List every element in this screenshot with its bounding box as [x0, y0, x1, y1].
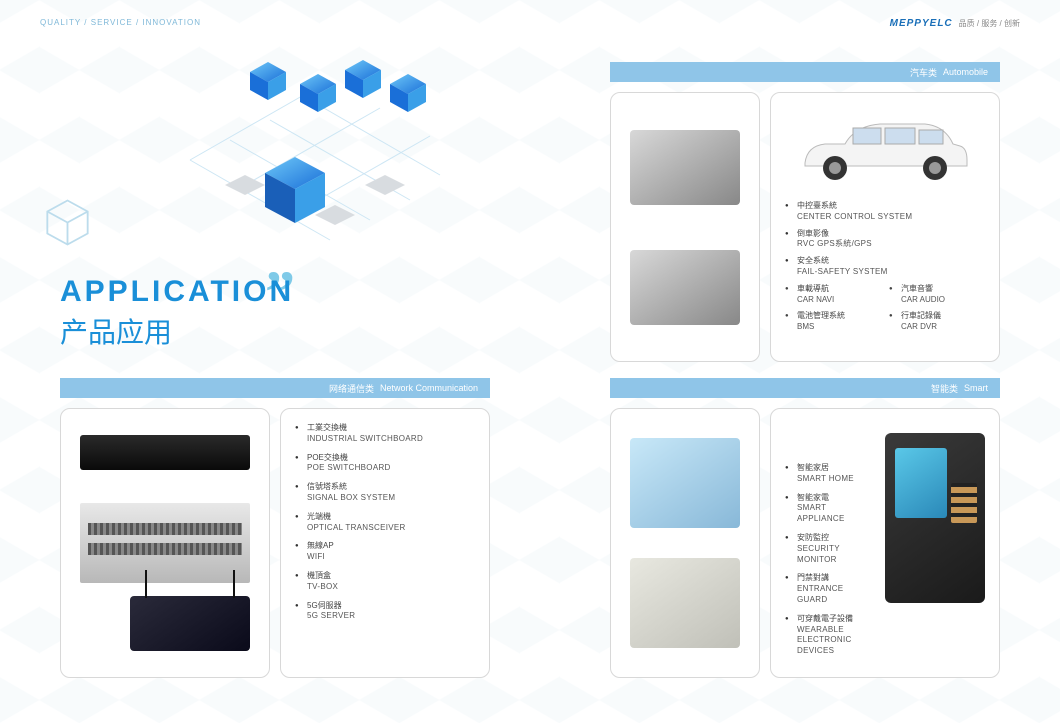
top-tagline-left: QUALITY / SERVICE / INNOVATION — [40, 18, 201, 27]
section-bar-auto-cn: 汽车类 — [910, 66, 937, 79]
list-item: POE交換機POE SWITCHBOARD — [295, 453, 475, 475]
card-network-images — [60, 408, 270, 678]
list-item: ●行車記錄儀CAR DVR — [889, 311, 985, 333]
auto-list: 中控臺系統CENTER CONTROL SYSTEM 倒車影像RVC GPS系統/… — [785, 201, 985, 278]
card-smart-text: 智能家居SMART HOME 智能家電SMART APPLIANCE 安防監控SEC… — [770, 408, 1000, 678]
img-suv-car — [795, 108, 975, 188]
card-network-text: 工業交換機INDUSTRIAL SWITCHBOARD POE交換機POE SWI… — [280, 408, 490, 678]
list-item: 信號塔系統SIGNAL BOX SYSTEM — [295, 482, 475, 504]
card-smart-images — [610, 408, 760, 678]
network-list: 工業交換機INDUSTRIAL SWITCHBOARD POE交換機POE SWI… — [295, 423, 475, 622]
list-item: 5G伺服器5G SERVER — [295, 601, 475, 623]
img-car-interior — [630, 250, 740, 325]
list-item: 工業交換機INDUSTRIAL SWITCHBOARD — [295, 423, 475, 445]
list-item: 門禁對講ENTRANCE GUARD — [785, 573, 875, 605]
cube-outline-icon — [40, 195, 95, 250]
section-bar-network-en: Network Communication — [380, 383, 478, 393]
list-item: 智能家居SMART HOME — [785, 463, 875, 485]
hero-title-cn: 产品应用 — [60, 311, 294, 351]
section-bar-auto: 汽车类 Automobile — [610, 62, 1000, 82]
list-item: 機頂盒TV-BOX — [295, 571, 475, 593]
list-item: 安防監控SECURITY MONITOR — [785, 533, 875, 565]
section-bar-smart-cn: 智能类 — [931, 382, 958, 395]
hero-title: APPLICATION 产品应用 — [60, 275, 294, 351]
list-item: 無線APWIFI — [295, 541, 475, 563]
section-bar-network-cn: 网络通信类 — [329, 382, 374, 395]
brand-logo: MEPPYELC — [890, 18, 953, 29]
isometric-diagram — [170, 40, 460, 270]
card-auto-images — [610, 92, 760, 362]
top-tagline-cn: 品质 / 服务 / 创新 — [959, 18, 1020, 29]
img-smart-livingroom — [630, 438, 740, 528]
section-bar-smart-en: Smart — [964, 383, 988, 393]
section-bar-auto-en: Automobile — [943, 67, 988, 77]
list-item: 可穿戴電子設備WEARABLE ELECTRONIC DEVICES — [785, 614, 875, 657]
list-item: ●汽車音響CAR AUDIO — [889, 284, 985, 306]
list-item: 安全系统FAIL-SAFETY SYSTEM — [785, 256, 985, 278]
img-server-rack — [80, 503, 250, 583]
top-tagline-right: MEPPYELC 品质 / 服务 / 创新 — [890, 18, 1020, 29]
img-intercom-device — [885, 433, 985, 603]
list-item: 智能家電SMART APPLIANCE — [785, 493, 875, 525]
list-item: 中控臺系統CENTER CONTROL SYSTEM — [785, 201, 985, 223]
card-auto-text: 中控臺系統CENTER CONTROL SYSTEM 倒車影像RVC GPS系統/… — [770, 92, 1000, 362]
img-industrial-switch — [80, 435, 250, 470]
list-item: ●電池管理系統BMS — [785, 311, 881, 333]
section-bar-smart: 智能类 Smart — [610, 378, 1000, 398]
list-item: 倒車影像RVC GPS系統/GPS — [785, 229, 985, 251]
img-wireless-router — [130, 596, 250, 651]
img-smart-kitchen — [630, 558, 740, 648]
smart-list: 智能家居SMART HOME 智能家電SMART APPLIANCE 安防監控SEC… — [785, 423, 875, 663]
section-bar-network: 网络通信类 Network Communication — [60, 378, 490, 398]
hero-title-en: APPLICATION — [60, 275, 294, 309]
list-item: ●車載導航CAR NAVI — [785, 284, 881, 306]
img-car-dashboard — [630, 130, 740, 205]
list-item: 光端機OPTICAL TRANSCEIVER — [295, 512, 475, 534]
